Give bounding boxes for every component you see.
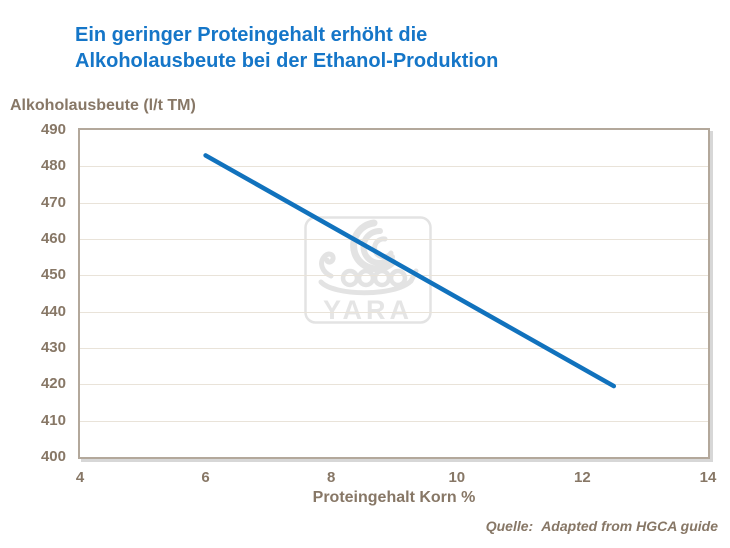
y-tick-label-440: 440 xyxy=(40,302,66,320)
y-tick-label-410: 410 xyxy=(40,411,66,429)
x-tick-label-4: 4 xyxy=(75,469,85,486)
gridline-y-420 xyxy=(80,384,708,386)
source-text: Adapted from HGCA guide xyxy=(541,518,718,534)
x-tick-label-12: 12 xyxy=(574,469,591,486)
source-note: Quelle: Adapted from HGCA guide xyxy=(486,518,718,534)
x-tick-label-6: 6 xyxy=(201,469,210,486)
y-tick-label-450: 450 xyxy=(40,266,66,284)
gridline-y-410 xyxy=(80,420,708,422)
plot-area: YARA xyxy=(78,128,710,459)
y-tick-label-420: 420 xyxy=(40,375,66,393)
watermark-text: YARA xyxy=(323,295,413,325)
y-tick-label-430: 430 xyxy=(40,339,66,356)
gridline-y-430 xyxy=(80,348,708,349)
y-tick-label-400: 400 xyxy=(40,448,66,465)
y-tick-label-460: 460 xyxy=(40,230,66,247)
source-label: Quelle: xyxy=(485,518,534,534)
data-line-layer xyxy=(203,153,617,389)
y-tick-label-490: 490 xyxy=(40,121,66,138)
gridline-y-450 xyxy=(80,275,708,277)
y-axis-title: Alkoholausbeute (l/t TM) xyxy=(10,97,196,114)
y-tick-label-470: 470 xyxy=(40,193,66,211)
x-axis-title: Proteingehalt Korn % xyxy=(312,489,476,506)
y-tick-label-480: 480 xyxy=(40,157,66,175)
gridline-y-460 xyxy=(80,239,708,240)
gridline-y-480 xyxy=(80,166,708,168)
chart-title: Ein geringer Proteingehalt erhöht die Al… xyxy=(75,24,499,72)
gridline-y-470 xyxy=(80,202,708,204)
watermark-border xyxy=(304,216,432,324)
yara-logo-watermark: YARA xyxy=(304,216,432,325)
data-line xyxy=(203,153,617,389)
x-tick-label-8: 8 xyxy=(327,469,336,486)
gridline-y-440 xyxy=(80,311,708,313)
x-tick-label-14: 14 xyxy=(699,469,717,486)
viking-ship-icon xyxy=(318,219,419,296)
x-tick-label-10: 10 xyxy=(448,469,466,486)
